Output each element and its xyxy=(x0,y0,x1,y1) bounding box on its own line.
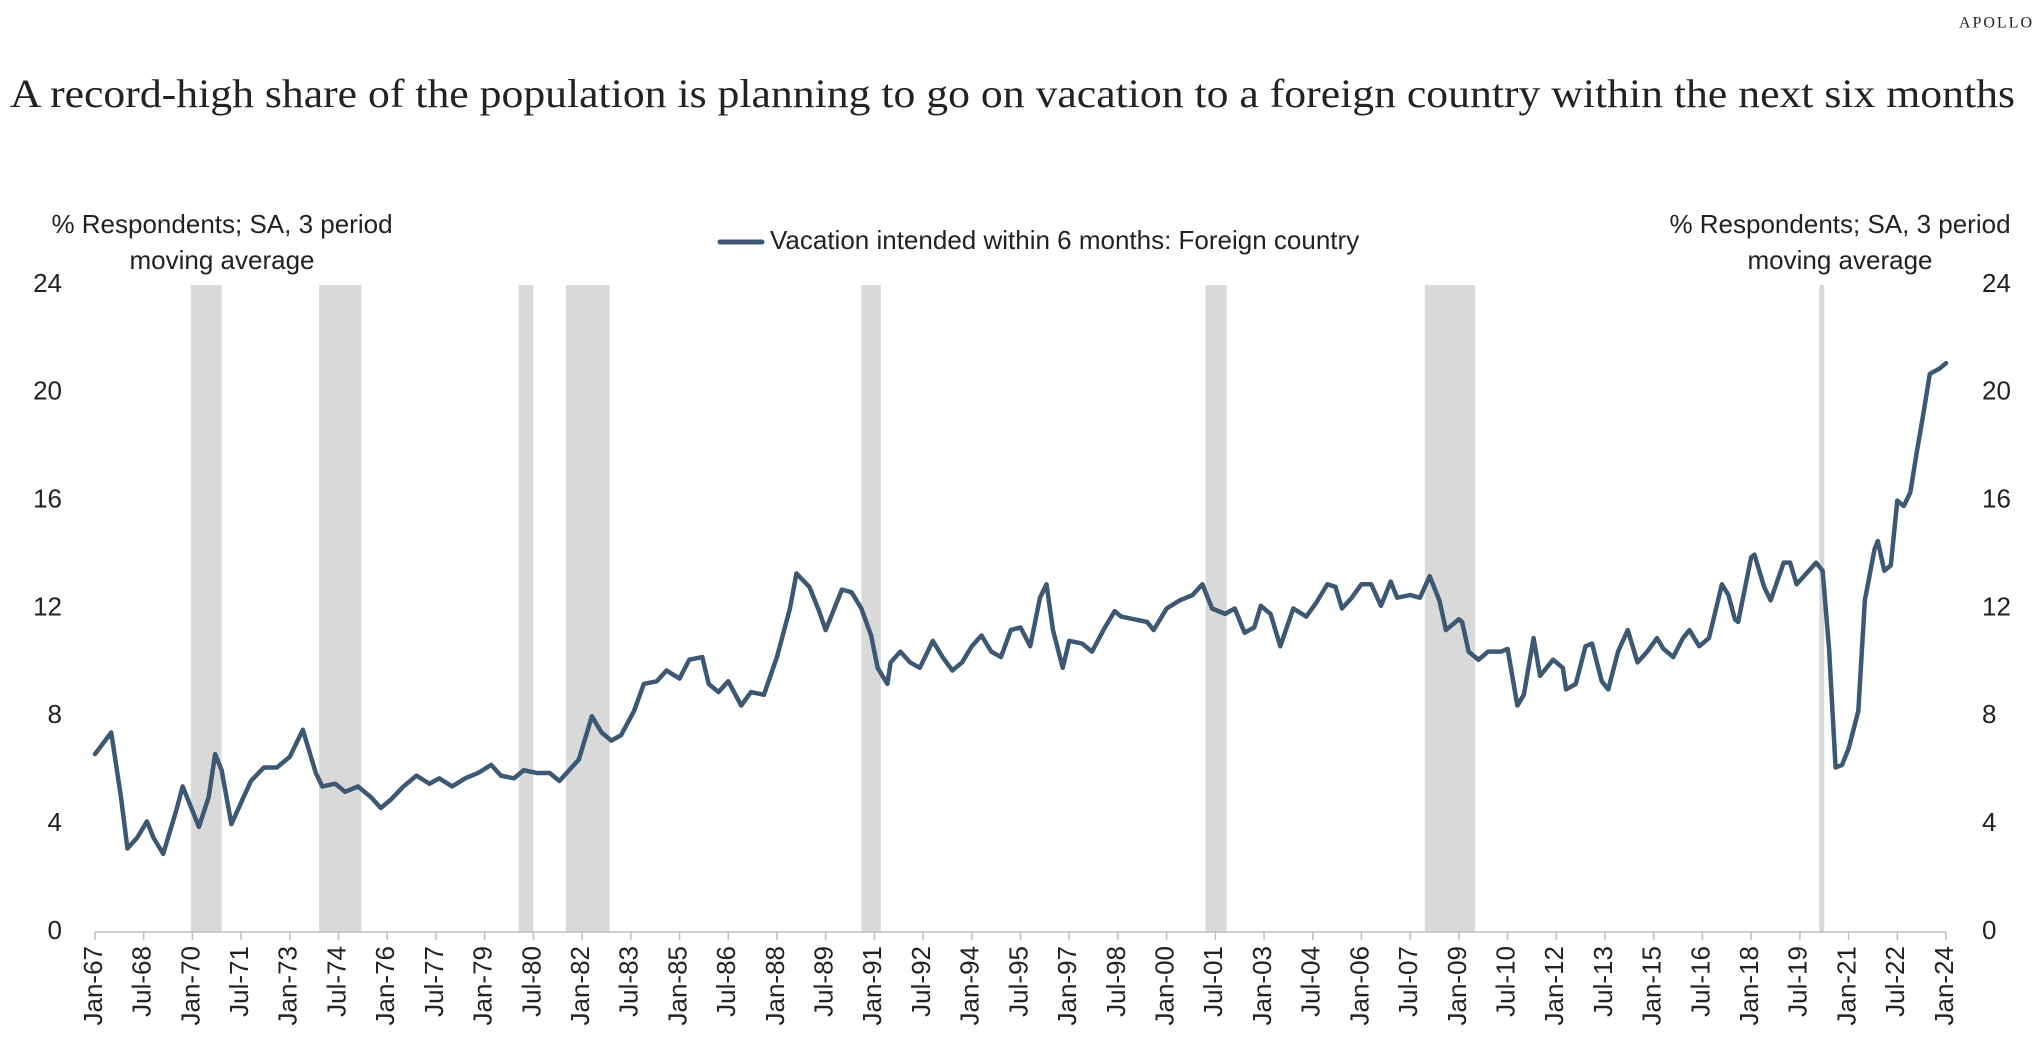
x-tick-label: Jan-15 xyxy=(1637,946,1667,1026)
x-tick-label: Jan-70 xyxy=(175,946,205,1026)
x-tick-label: Jan-09 xyxy=(1442,946,1472,1026)
y2-tick-label: 12 xyxy=(1982,591,2011,621)
x-tick-label: Jan-24 xyxy=(1929,946,1959,1026)
x-tick-label: Jan-97 xyxy=(1052,946,1082,1026)
recession-band xyxy=(518,285,534,932)
x-tick-label: Jul-13 xyxy=(1588,946,1618,1017)
recession-band xyxy=(1819,285,1825,932)
series-line xyxy=(92,360,1949,857)
y2-tick-label: 4 xyxy=(1982,807,1996,837)
x-tick-label: Jul-83 xyxy=(614,946,644,1017)
x-tick-label: Jan-85 xyxy=(662,946,692,1026)
x-tick-label: Jul-98 xyxy=(1101,946,1131,1017)
y2-tick-label: 8 xyxy=(1982,699,1996,729)
x-tick-label: Jan-03 xyxy=(1247,946,1277,1026)
y-axis-title: % Respondents; SA, 3 period moving avera… xyxy=(51,209,393,275)
y-tick-label: 8 xyxy=(48,699,62,729)
y2-axis-title: % Respondents; SA, 3 period moving avera… xyxy=(1669,209,2011,275)
x-tick-label: Jan-94 xyxy=(955,946,985,1025)
x-tick-label: Jan-73 xyxy=(273,946,303,1026)
x-tick-label: Jan-18 xyxy=(1734,946,1764,1026)
y2-tick-label: 20 xyxy=(1982,376,2011,406)
x-tick-label: Jul-01 xyxy=(1198,946,1228,1017)
x-tick-label: Jul-86 xyxy=(711,946,741,1017)
x-tick-label: Jul-92 xyxy=(906,946,936,1017)
y-tick-label: 24 xyxy=(33,268,62,298)
x-tick-label: Jul-19 xyxy=(1783,946,1813,1017)
x-tick-label: Jul-04 xyxy=(1296,946,1326,1017)
x-tick-label: Jul-74 xyxy=(321,946,351,1017)
recession-band xyxy=(1424,285,1476,932)
x-tick-label: Jul-07 xyxy=(1393,946,1423,1017)
x-tick-label: Jan-79 xyxy=(468,946,498,1026)
chart-title: A record-high share of the population is… xyxy=(10,71,2015,116)
recession-band xyxy=(861,285,881,932)
y2-tick-label: 24 xyxy=(1982,268,2011,298)
y-tick-label: 12 xyxy=(33,591,62,621)
y2-tick-label: 16 xyxy=(1982,484,2011,514)
x-tick-label: Jul-80 xyxy=(516,946,546,1017)
x-tick-label: Jan-88 xyxy=(760,946,790,1026)
x-tick-label: Jul-22 xyxy=(1880,946,1910,1017)
legend-label: Vacation intended within 6 months: Forei… xyxy=(770,225,1359,255)
x-tick-label: Jul-71 xyxy=(224,946,254,1017)
brand: APOLLO xyxy=(1959,15,2034,32)
x-tick-label: Jan-67 xyxy=(78,946,108,1026)
x-tick-label: Jul-10 xyxy=(1490,946,1520,1017)
recession-band xyxy=(319,285,362,932)
y2-tick-label: 0 xyxy=(1982,915,1996,945)
x-tick-label: Jan-91 xyxy=(857,946,887,1026)
x-tick-label: Jan-76 xyxy=(370,946,400,1026)
x-tick-label: Jul-16 xyxy=(1685,946,1715,1017)
x-tick-label: Jul-95 xyxy=(1003,946,1033,1017)
recession-band xyxy=(190,285,222,932)
x-tick-label: Jan-00 xyxy=(1150,946,1180,1026)
recession-band xyxy=(565,285,610,932)
x-tick-label: Jul-68 xyxy=(127,946,157,1017)
x-tick-label: Jul-89 xyxy=(809,946,839,1017)
x-tick-label: Jan-12 xyxy=(1539,946,1569,1026)
y-tick-label: 0 xyxy=(48,915,62,945)
y-tick-label: 20 xyxy=(33,376,62,406)
y-tick-label: 4 xyxy=(48,807,62,837)
y-tick-label: 16 xyxy=(33,484,62,514)
x-tick-label: Jul-77 xyxy=(419,946,449,1017)
x-tick-label: Jan-06 xyxy=(1344,946,1374,1026)
x-tick-label: Jan-82 xyxy=(565,946,595,1026)
x-tick-label: Jan-21 xyxy=(1831,946,1861,1026)
